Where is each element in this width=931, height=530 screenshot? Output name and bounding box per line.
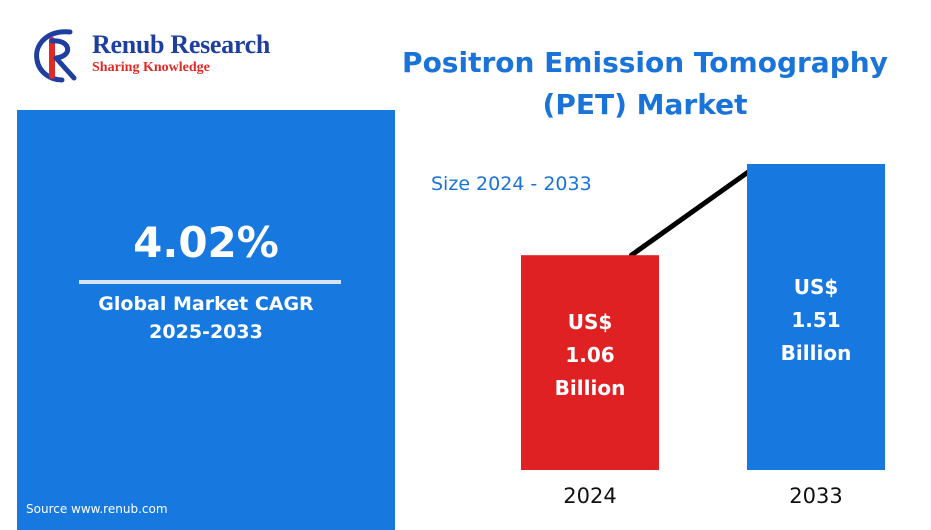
market-size-chart: Size 2024 - 2033 US$ 1.06 Billion 2024 US$ 1.…: [431, 164, 885, 508]
title-line-2: (PET) Market: [542, 88, 748, 121]
logo: Renub Research Sharing Knowledge: [30, 26, 310, 88]
bar-2033-label-line-1: US$: [794, 275, 839, 299]
bar-2033-label-line-3: Billion: [781, 341, 852, 365]
cagr-value: 4.02%: [133, 218, 279, 267]
source-text: Source www.renub.com: [26, 502, 168, 516]
bar-2033: [747, 164, 885, 470]
bar-2024-label-line-1: US$: [568, 310, 613, 334]
cagr-label-line-2: 2025-2033: [149, 321, 263, 343]
x-tick-label-2024: 2024: [563, 484, 616, 508]
logo-tagline: Sharing Knowledge: [92, 60, 210, 75]
bar-2024-label-line-2: 1.06: [565, 343, 614, 367]
bar-2024-label-line-3: Billion: [555, 376, 626, 400]
bar-2024: [521, 255, 659, 470]
page-title: Positron Emission Tomography (PET) Marke…: [395, 42, 895, 126]
title-line-1: Positron Emission Tomography: [402, 46, 888, 79]
cagr-divider: [79, 280, 341, 284]
x-tick-label-2033: 2033: [789, 484, 842, 508]
cagr-label-line-1: Global Market CAGR: [98, 293, 314, 315]
renub-logo-icon: [34, 29, 77, 83]
bar-2033-label-line-2: 1.51: [791, 308, 840, 332]
cagr-label: Global Market CAGR 2025-2033: [17, 290, 395, 346]
cagr-panel: 4.02% Global Market CAGR 2025-2033 Sourc…: [17, 110, 395, 530]
chart-subtitle: Size 2024 - 2033: [431, 173, 592, 195]
trend-line: [628, 167, 754, 258]
logo-name: Renub Research: [92, 30, 271, 59]
